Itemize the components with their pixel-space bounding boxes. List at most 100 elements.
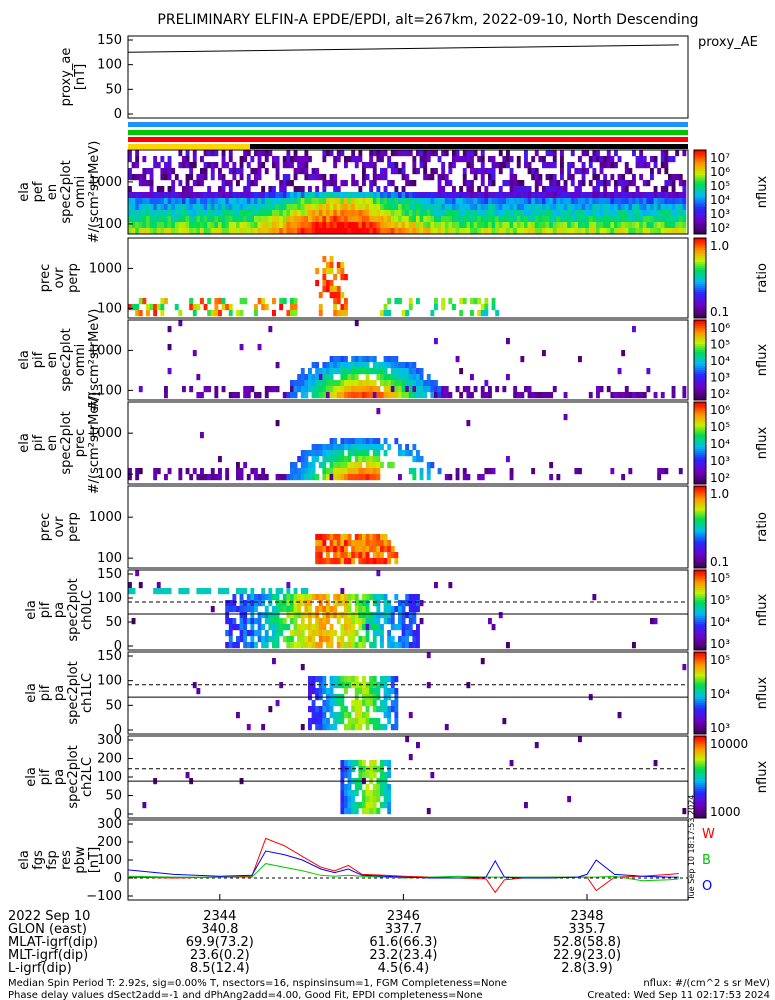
heatmap-cell (358, 474, 363, 481)
heatmap-cell (592, 186, 597, 193)
heatmap-cell (135, 192, 140, 199)
heatmap-cell (218, 474, 222, 481)
spec-ylabel: prec ovr perp (38, 263, 81, 293)
heatmap-cell (675, 198, 680, 205)
heatmap-cell (621, 222, 626, 229)
heatmap-cell (430, 222, 435, 229)
heatmap-cell (452, 198, 456, 205)
spec-ytick-label: 100 (97, 301, 122, 316)
heatmap-cell (290, 216, 294, 223)
heatmap-cell (588, 210, 593, 217)
heatmap-cell (340, 588, 345, 595)
heatmap-cell (207, 386, 212, 393)
heatmap-cell (131, 162, 136, 169)
heatmap-cell (660, 156, 665, 163)
heatmap-cell (344, 474, 348, 481)
heatmap-cell (408, 374, 413, 381)
heatmap-cell (308, 386, 312, 393)
heatmap-cell (347, 784, 352, 791)
heatmap-cell (221, 298, 226, 305)
heatmap-cell (394, 168, 399, 175)
colorbar-cell (694, 598, 706, 601)
heatmap-cell (556, 186, 561, 193)
heatmap-cell (380, 174, 384, 181)
heatmap-cell (383, 700, 388, 707)
heatmap-cell (358, 688, 363, 695)
heatmap-cell (354, 320, 359, 327)
heatmap-cell (426, 462, 431, 469)
heatmap-cell (462, 228, 467, 235)
heatmap-cell (347, 474, 352, 481)
colorbar-tick-label: 10⁴ (710, 437, 730, 451)
colorbar-cell (694, 344, 706, 347)
colorbar-cell (694, 520, 706, 524)
heatmap-cell (185, 180, 190, 187)
heatmap-cell (300, 588, 305, 595)
heatmap-cell (318, 600, 323, 607)
heatmap-cell (380, 546, 384, 553)
heatmap-cell (358, 456, 363, 463)
heatmap-cell (390, 228, 395, 235)
heatmap-cell (416, 210, 420, 217)
heatmap-cell (430, 380, 435, 387)
heatmap-cell (358, 718, 363, 725)
heatmap-cell (138, 198, 143, 205)
colorbar-cell (694, 219, 706, 222)
heatmap-cell (196, 688, 201, 695)
heatmap-cell (228, 624, 233, 631)
colorbar-cell (694, 294, 706, 297)
heatmap-cell (308, 450, 312, 457)
heatmap-cell (520, 228, 525, 235)
heatmap-cell (556, 216, 561, 223)
ae-ylabel-line: [nT] (73, 64, 88, 90)
colorbar-tick-label: 1000 (710, 805, 741, 819)
heatmap-cell (214, 162, 219, 169)
colorbar-cell (694, 801, 706, 805)
colorbar-cell (694, 189, 706, 193)
heatmap-cell (128, 228, 132, 235)
heatmap-cell (228, 186, 233, 193)
heatmap-cell (639, 222, 644, 229)
heatmap-cell (599, 168, 604, 175)
heatmap-cell (351, 356, 356, 363)
heatmap-cell (167, 198, 172, 205)
spec-ylabel-line: spec2plot (66, 745, 81, 808)
heatmap-cell (336, 222, 341, 229)
heatmap-cell (300, 630, 305, 637)
heatmap-cell (279, 624, 284, 631)
heatmap-cell (531, 204, 536, 211)
heatmap-cell (340, 380, 345, 387)
heatmap-cell (344, 210, 348, 217)
heatmap-cell (232, 162, 237, 169)
heatmap-cell (642, 192, 647, 199)
heatmap-cell (189, 174, 194, 181)
heatmap-cell (538, 156, 543, 163)
heatmap-cell (358, 600, 363, 607)
heatmap-cell (390, 462, 395, 469)
heatmap-cell (614, 150, 618, 157)
heatmap-cell (293, 386, 298, 393)
heatmap-cell (578, 222, 582, 229)
heatmap-cell (545, 210, 550, 217)
heatmap-cell (434, 216, 438, 223)
heatmap-cell (178, 228, 183, 235)
heatmap-cell (218, 228, 222, 235)
heatmap-cell (376, 724, 381, 731)
heatmap-cell (354, 356, 359, 363)
heatmap-cell (617, 210, 622, 217)
heatmap-cell (329, 292, 334, 299)
heatmap-cell (441, 186, 446, 193)
heatmap-cell (207, 588, 212, 595)
heatmap-cell (207, 198, 212, 205)
spec-ytick-label: 50 (105, 698, 122, 713)
colorbar-frame (693, 569, 707, 651)
spec-ylabel-line: ela (24, 600, 39, 620)
heatmap-cell (311, 676, 316, 683)
heatmap-cell (646, 162, 651, 169)
heatmap-cell (444, 392, 449, 399)
heatmap-cell (254, 192, 258, 199)
heatmap-cell (401, 368, 406, 375)
heatmap-cell (401, 210, 406, 217)
heatmap-cell (416, 606, 420, 613)
colorbar-cell (694, 604, 706, 607)
